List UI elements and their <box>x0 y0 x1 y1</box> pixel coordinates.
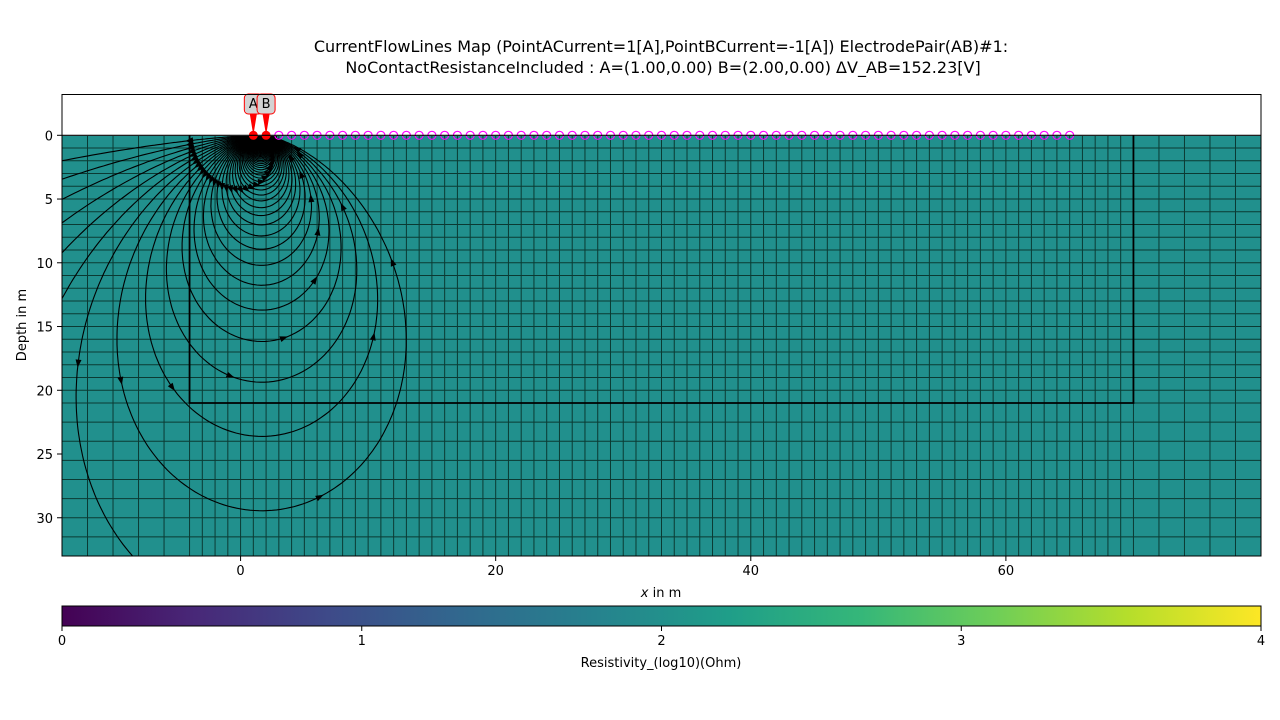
chart-title-line1: CurrentFlowLines Map (PointACurrent=1[A]… <box>314 37 1008 56</box>
electrode-label: B <box>262 97 271 112</box>
flow-line <box>232 136 290 209</box>
flow-arrow <box>308 194 315 203</box>
flow-line <box>234 136 287 202</box>
y-tick-label: 0 <box>45 129 53 144</box>
flow-arrow <box>369 332 376 341</box>
electrode-pointer <box>249 113 257 133</box>
flow-arrow <box>209 175 216 185</box>
flow-line <box>193 136 330 311</box>
flow-arrow <box>212 178 219 187</box>
x-tick-label: 0 <box>236 564 244 579</box>
y-tick-label: 30 <box>36 512 53 527</box>
flow-arrow <box>340 202 347 212</box>
colorbar-tick-label: 1 <box>358 634 366 649</box>
flow-line <box>145 136 379 437</box>
flow-line <box>240 136 281 187</box>
flow-line <box>181 136 342 343</box>
y-axis: 0 5 10 15 20 25 30 <box>36 129 62 527</box>
y-axis-label: Depth in m <box>15 289 30 361</box>
flow-line <box>62 136 250 200</box>
electrode-b: B <box>256 93 276 140</box>
current-flow-lines <box>62 136 407 556</box>
flow-line <box>238 136 283 191</box>
flow-arrow <box>247 183 256 190</box>
colorbar: 0 1 2 3 4 Resistivity_(log10)(Ohm) <box>58 605 1265 671</box>
plot-frame <box>61 94 1262 557</box>
y-tick-label: 20 <box>36 384 53 399</box>
electrode-pointer <box>262 113 270 133</box>
flow-arrow <box>252 181 262 188</box>
flow-arrow <box>205 172 213 182</box>
colorbar-ticks: 0 1 2 3 4 <box>58 626 1265 649</box>
flow-arrow <box>261 175 270 182</box>
flow-arrow <box>215 180 222 190</box>
colorbar-label: Resistivity_(log10)(Ohm) <box>581 656 742 671</box>
flow-line <box>236 136 285 196</box>
flow-arrow <box>75 359 82 368</box>
x-tick-label: 40 <box>743 564 760 579</box>
flow-line <box>62 136 250 180</box>
x-tick-label: 20 <box>487 564 504 579</box>
flow-arrow <box>231 185 238 194</box>
y-tick-label: 10 <box>36 257 53 272</box>
colorbar-gradient <box>61 605 1262 627</box>
electrode-label: A <box>249 97 258 112</box>
mesh-grid <box>62 136 1261 556</box>
flow-line <box>225 136 297 226</box>
colorbar-tick-label: 4 <box>1257 634 1265 649</box>
flow-line <box>62 136 250 254</box>
flow-arrow <box>227 184 234 194</box>
flow-line <box>75 136 250 556</box>
flow-arrow <box>202 169 210 179</box>
flow-line <box>243 136 279 179</box>
flow-arrow <box>390 258 397 267</box>
colorbar-tick-label: 0 <box>58 634 66 649</box>
flow-arrow <box>187 147 196 154</box>
flow-line <box>62 136 250 300</box>
flow-arrow <box>194 160 203 169</box>
flow-line <box>244 136 277 176</box>
colorbar-tick-label: 2 <box>657 634 665 649</box>
flow-arrow <box>293 146 302 154</box>
y-tick-label: 15 <box>36 321 53 336</box>
flow-arrow <box>257 178 266 185</box>
flow-line <box>229 136 293 217</box>
flow-arrow <box>199 166 207 176</box>
flow-arrow <box>196 163 205 172</box>
flow-line <box>62 136 250 224</box>
flow-arrow <box>279 336 288 343</box>
chart-title-line2: NoContactResistanceIncluded : A=(1.00,0.… <box>345 58 980 78</box>
flow-arrow <box>299 170 306 179</box>
flow-arrow <box>310 276 318 285</box>
flow-arrow <box>185 140 195 147</box>
flow-line <box>245 136 276 173</box>
flow-arrow <box>167 382 175 391</box>
x-axis: 0 20 40 60 <box>236 556 1014 579</box>
flow-arrow <box>296 151 305 160</box>
flow-arrow <box>315 494 324 502</box>
inner-region-boundary <box>188 135 1135 404</box>
flow-arrow <box>314 227 321 236</box>
flow-line <box>165 136 358 383</box>
flow-arrow <box>277 142 286 151</box>
flow-line <box>202 136 320 286</box>
flow-arrow <box>225 371 235 378</box>
y-tick-label: 25 <box>36 448 53 463</box>
colorbar-tick-label: 3 <box>957 634 965 649</box>
x-axis-label: x in m <box>640 586 681 601</box>
flow-line <box>116 136 407 512</box>
x-tick-label: 60 <box>998 564 1015 579</box>
y-tick-label: 5 <box>45 193 53 208</box>
flow-arrow <box>222 184 229 193</box>
flow-arrow <box>236 185 244 194</box>
flow-arrow <box>241 184 250 193</box>
flow-line <box>210 136 313 266</box>
flow-arrow <box>117 376 124 385</box>
flow-line <box>62 136 250 162</box>
